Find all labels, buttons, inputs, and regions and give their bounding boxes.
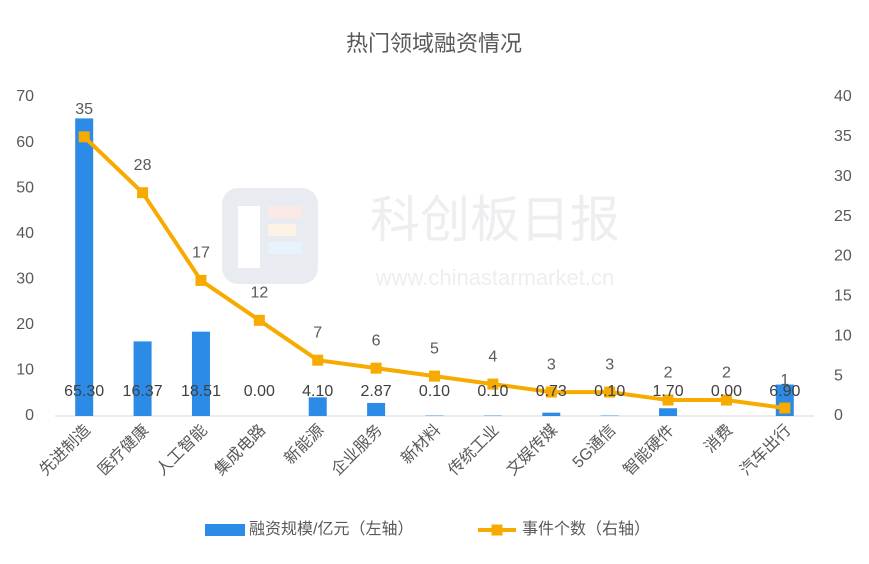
bar-value-label: 0.00 <box>711 383 742 400</box>
bar-value-label: 0.10 <box>419 383 450 400</box>
line-value-label: 2 <box>664 364 673 381</box>
line-marker <box>487 378 499 390</box>
watermark-logo <box>222 188 318 284</box>
line-marker <box>545 386 557 398</box>
y-tick-label: 50 <box>16 179 34 196</box>
x-tick-label: 汽车出行 <box>737 421 795 479</box>
y-tick-label: 60 <box>16 134 34 151</box>
bar-value-label: 0.73 <box>536 383 567 400</box>
x-tick-label: 新材料 <box>398 421 445 468</box>
x-tick-label: 文娱传媒 <box>503 421 561 479</box>
bar <box>191 331 210 416</box>
y2-tick-label: 35 <box>834 128 852 145</box>
x-tick-label: 消费 <box>701 421 736 456</box>
line-marker <box>604 386 616 398</box>
line-marker <box>720 394 732 406</box>
line-value-label: 3 <box>605 356 614 373</box>
line-value-label: 5 <box>430 340 439 357</box>
legend-label: 事件个数（右轴） <box>522 520 650 538</box>
legend-label: 融资规模/亿元（左轴） <box>249 520 413 538</box>
line-value-label: 1 <box>780 372 789 389</box>
line-marker <box>779 402 791 414</box>
x-tick-label: 医疗健康 <box>94 421 152 479</box>
line-marker <box>662 394 674 406</box>
y2-tick-label: 30 <box>834 168 852 185</box>
y2-tick-label: 15 <box>834 288 852 305</box>
y-tick-label: 10 <box>16 362 34 379</box>
bar <box>75 118 94 416</box>
line-value-label: 4 <box>488 348 497 365</box>
x-tick-label: 企业服务 <box>328 421 386 479</box>
bar-value-label: 16.37 <box>123 383 163 400</box>
line-marker <box>429 370 440 382</box>
line-marker <box>253 314 265 326</box>
line-value-label: 12 <box>250 285 268 302</box>
y2-tick-label: 25 <box>834 208 852 225</box>
y-tick-label: 40 <box>16 225 34 242</box>
y2-tick-label: 40 <box>834 88 852 105</box>
y2-tick-label: 20 <box>834 248 852 265</box>
line-value-label: 3 <box>547 356 556 373</box>
x-tick-label: 新能源 <box>281 421 328 468</box>
legend-swatch <box>205 524 245 536</box>
bar <box>542 412 561 416</box>
chart-title: 热门领域融资情况 <box>346 31 522 56</box>
line-marker <box>78 131 90 143</box>
y-tick-label: 0 <box>25 407 34 424</box>
y2-tick-label: 0 <box>834 407 843 424</box>
bar <box>659 408 678 416</box>
y2-tick-label: 10 <box>834 327 852 344</box>
x-tick-label: 人工智能 <box>153 421 211 479</box>
line-marker <box>312 354 324 366</box>
y-tick-label: 30 <box>16 271 34 288</box>
line-marker <box>370 362 382 374</box>
bar-value-label: 4.10 <box>302 383 333 400</box>
bar-value-label: 0.10 <box>594 383 625 400</box>
x-tick-label: 传统工业 <box>445 421 503 479</box>
bar <box>133 341 152 416</box>
line-value-label: 2 <box>722 364 731 381</box>
y2-tick-label: 5 <box>834 367 843 384</box>
bar-value-label: 0.10 <box>477 383 508 400</box>
bar-value-label: 65.30 <box>64 383 104 400</box>
watermark-url: www.chinastarmarket.cn <box>375 265 614 290</box>
bar-value-label: 0.00 <box>244 383 275 400</box>
watermark-brand: 科创板日报 <box>370 192 620 248</box>
x-tick-label: 集成电路 <box>211 421 269 479</box>
bar <box>367 402 386 416</box>
x-tick-label: 5G通信 <box>569 421 619 471</box>
line-value-label: 7 <box>313 324 322 341</box>
bar-value-label: 6.90 <box>769 383 800 400</box>
bar-value-label: 18.51 <box>181 383 221 400</box>
line-marker <box>137 187 149 199</box>
legend-swatch-marker <box>491 524 503 536</box>
bar-value-label: 1.70 <box>652 383 683 400</box>
x-tick-label: 先进制造 <box>36 421 94 479</box>
bar <box>308 397 327 416</box>
y-tick-label: 20 <box>16 316 34 333</box>
x-tick-label: 智能硬件 <box>620 421 678 479</box>
y-tick-label: 70 <box>16 88 34 105</box>
line-value-label: 17 <box>192 245 210 262</box>
line-value-label: 28 <box>134 157 152 174</box>
bar-value-label: 2.87 <box>361 383 392 400</box>
line-marker <box>195 274 207 286</box>
line-value-label: 6 <box>372 332 381 349</box>
line-value-label: 35 <box>75 101 93 118</box>
